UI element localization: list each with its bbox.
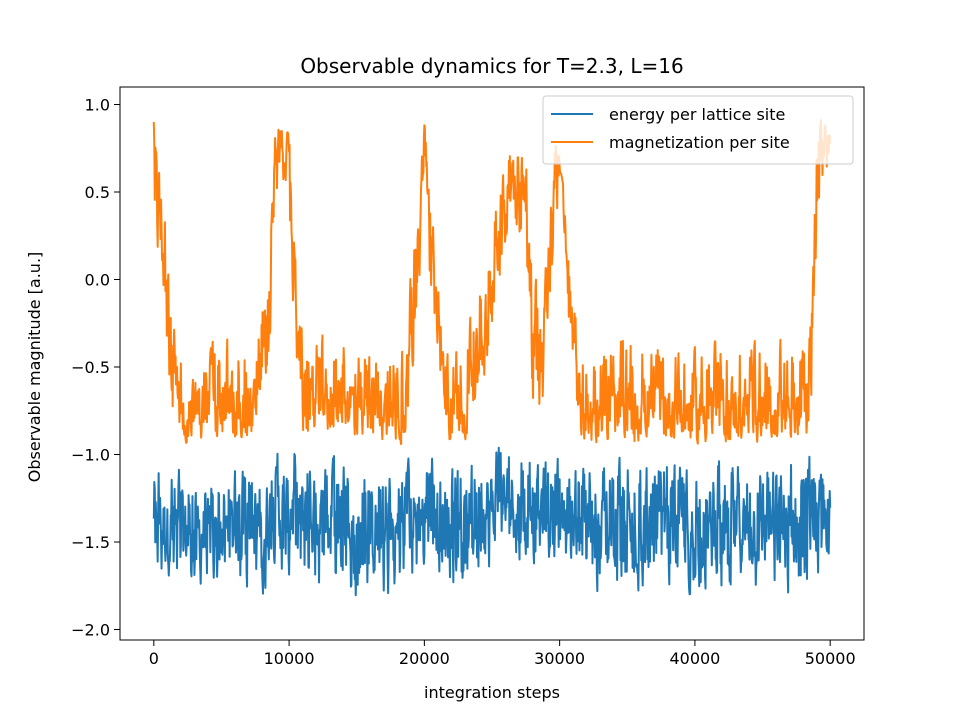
- y-ticks: −2.0 −1.5 −1.0 −0.5 0.0 0.5 1.0: [71, 96, 120, 640]
- legend-box: [542, 95, 854, 165]
- x-tick-label: 20000: [399, 649, 450, 668]
- x-tick-label: 40000: [669, 649, 720, 668]
- chart-title: Observable dynamics for T=2.3, L=16: [300, 54, 683, 78]
- series-line-energy: [152, 446, 832, 597]
- plot-frame: [119, 86, 865, 641]
- y-tick-label: 0.5: [85, 183, 110, 202]
- x-tick-label: 0: [149, 649, 159, 668]
- y-tick-label: 0.0: [85, 271, 110, 290]
- y-tick-label: 1.0: [85, 96, 110, 115]
- y-tick-label: −0.5: [71, 358, 110, 377]
- series-line-magnetization: [152, 119, 832, 446]
- x-ticks: 0 10000 20000 30000 40000 50000: [149, 640, 856, 668]
- series-layer: [152, 119, 832, 597]
- y-tick-label: −1.5: [71, 533, 110, 552]
- y-axis-title: Observable magnitude [a.u.]: [25, 252, 44, 483]
- legend: energy per lattice site magnetization per…: [542, 95, 854, 165]
- legend-label: energy per lattice site: [609, 105, 785, 124]
- x-tick-label: 10000: [264, 649, 315, 668]
- x-tick-label: 30000: [534, 649, 585, 668]
- y-tick-label: −2.0: [71, 621, 110, 640]
- y-tick-label: −1.0: [71, 446, 110, 465]
- x-axis-title: integration steps: [424, 683, 560, 702]
- legend-label: magnetization per site: [609, 133, 790, 152]
- x-tick-label: 50000: [805, 649, 856, 668]
